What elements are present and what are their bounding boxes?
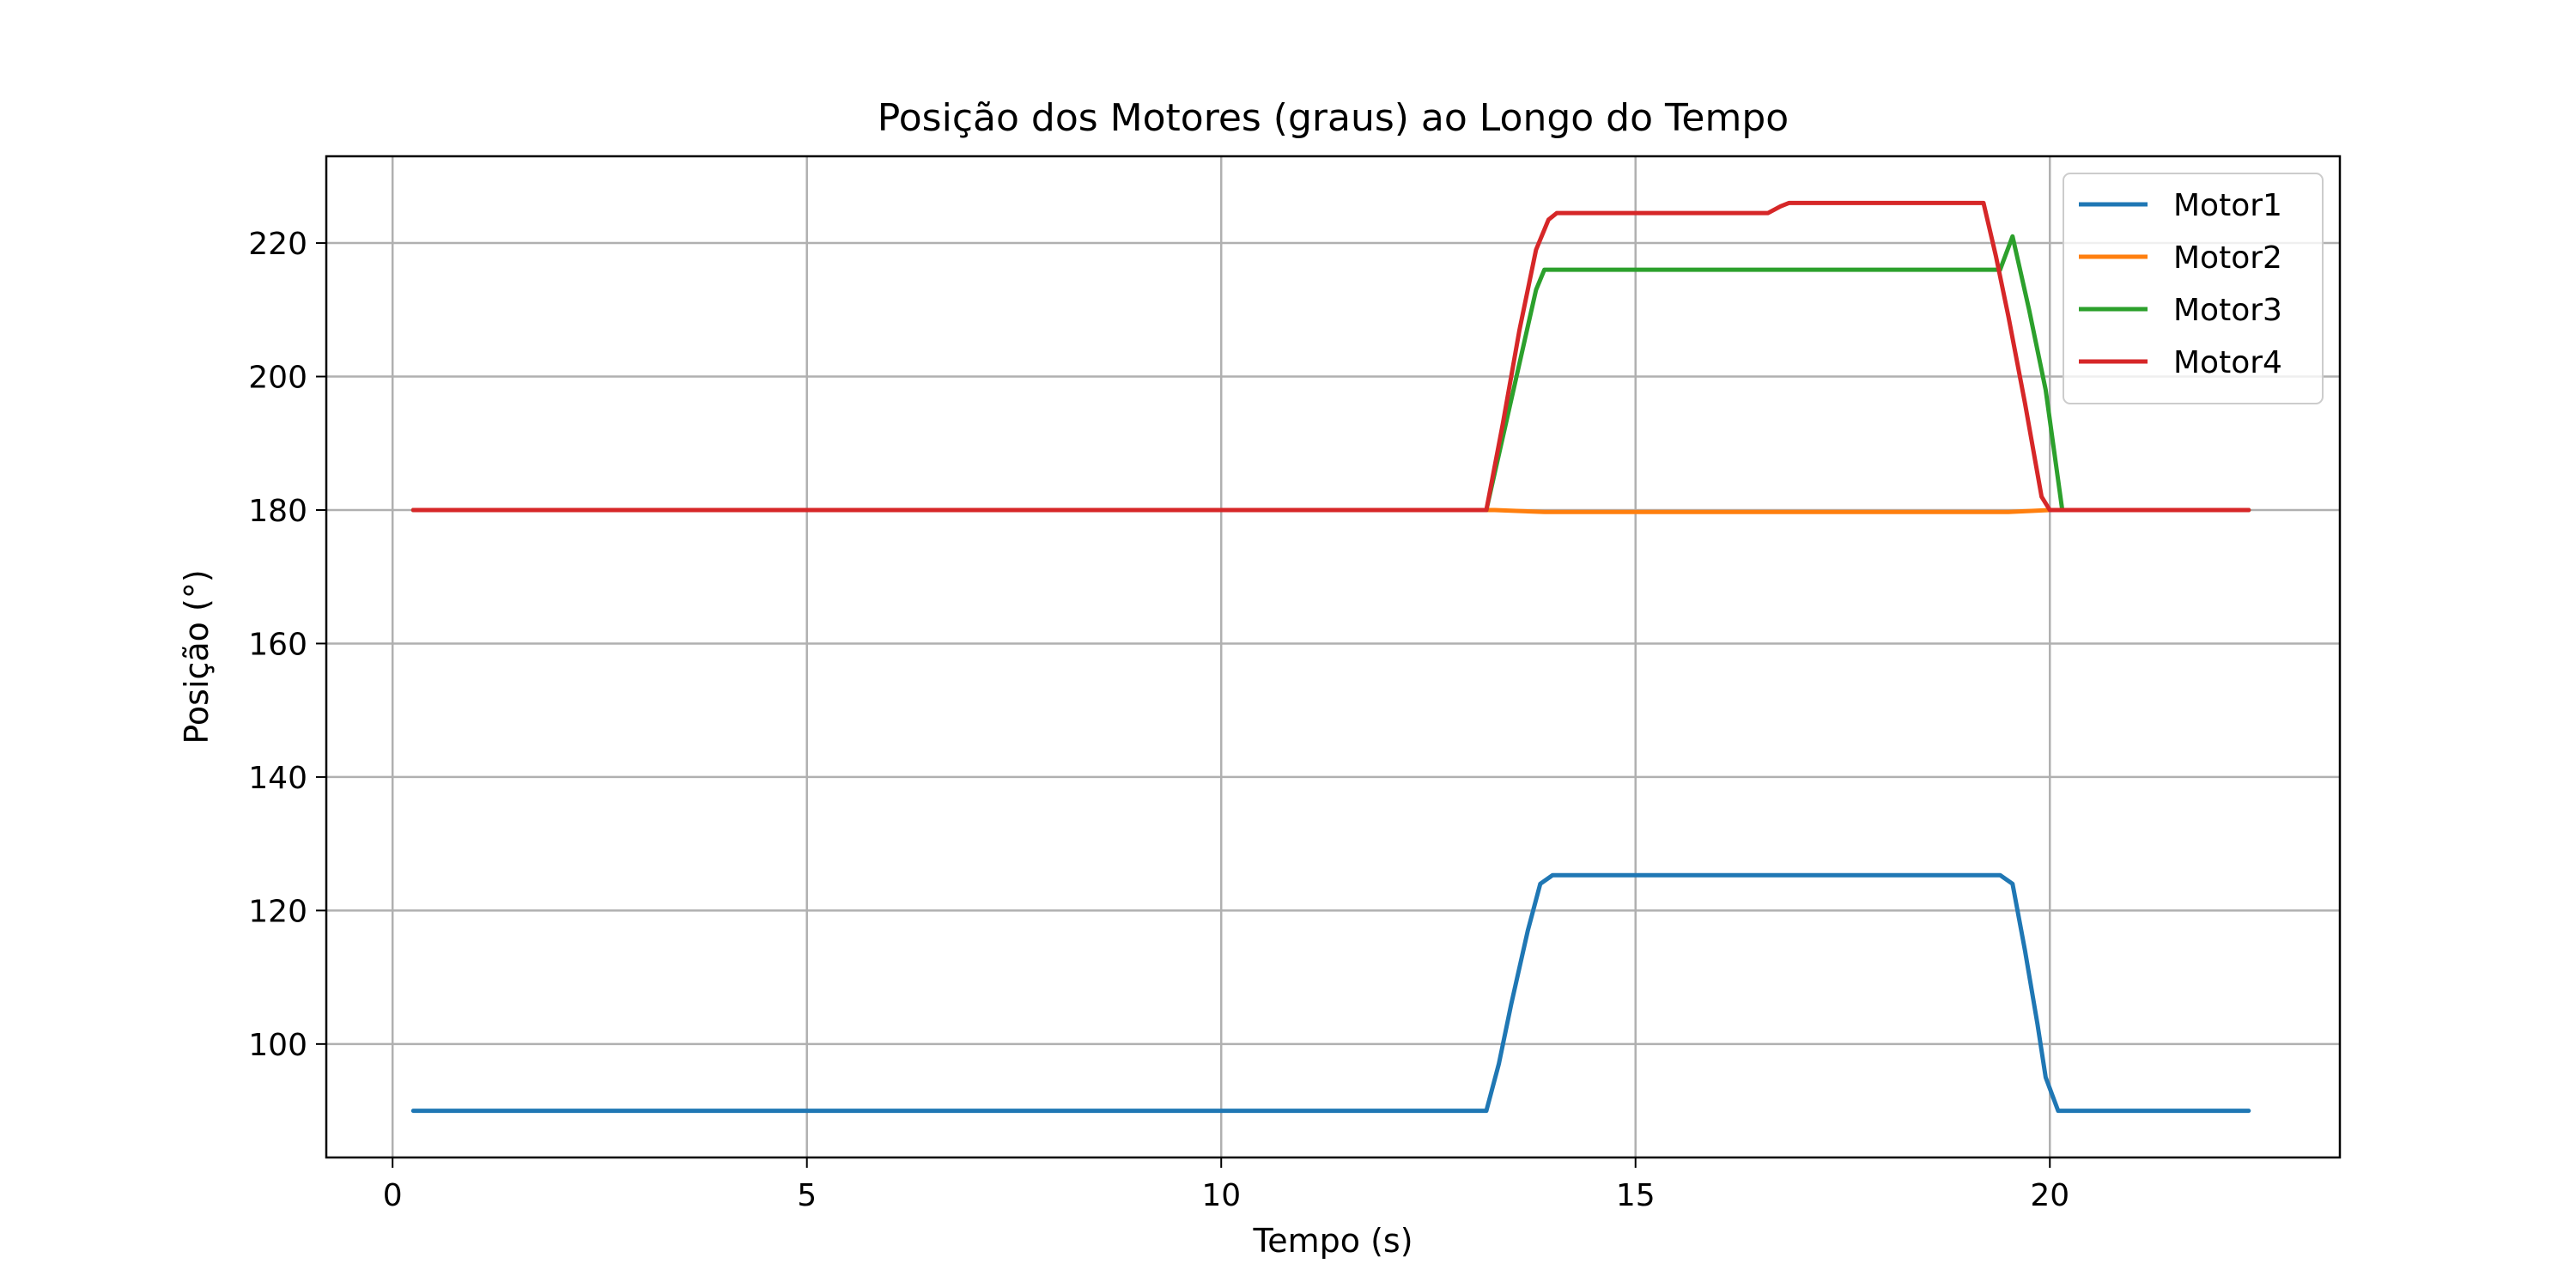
x-tick-label: 10 <box>1201 1178 1241 1213</box>
legend-label: Motor1 <box>2173 188 2282 223</box>
x-axis-label: Tempo (s) <box>1252 1222 1413 1260</box>
y-tick-label: 180 <box>248 494 307 529</box>
legend-label: Motor4 <box>2173 345 2282 380</box>
plot-frame <box>325 155 2342 1159</box>
series-line-motor3 <box>410 234 2251 513</box>
x-tick-label: 20 <box>2030 1178 2069 1213</box>
grid <box>326 156 2340 1157</box>
series-line-motor4 <box>410 200 2251 513</box>
y-tick-label: 100 <box>248 1028 307 1063</box>
chart-title: Posição dos Motores (graus) ao Longo do … <box>878 96 1789 140</box>
y-tick-label: 220 <box>248 227 307 262</box>
y-axis-label: Posição (°) <box>178 569 216 744</box>
axis-ticks: 0 5 10 15 20 100 120 140 160 180 200 220 <box>248 227 2069 1213</box>
series-group <box>410 200 2251 1114</box>
legend-box <box>2063 173 2324 404</box>
legend-label: Motor3 <box>2173 293 2282 328</box>
y-tick-label: 200 <box>248 361 307 396</box>
legend-label: Motor2 <box>2173 240 2282 276</box>
x-tick-label: 5 <box>797 1178 817 1213</box>
y-tick-label: 160 <box>248 627 307 662</box>
x-tick-label: 15 <box>1616 1178 1656 1213</box>
x-tick-label: 0 <box>383 1178 403 1213</box>
series-line-motor1 <box>410 872 2251 1114</box>
y-tick-label: 140 <box>248 761 307 796</box>
legend: Motor1 Motor2 Motor3 Motor4 <box>2063 173 2324 404</box>
y-tick-label: 120 <box>248 894 307 929</box>
